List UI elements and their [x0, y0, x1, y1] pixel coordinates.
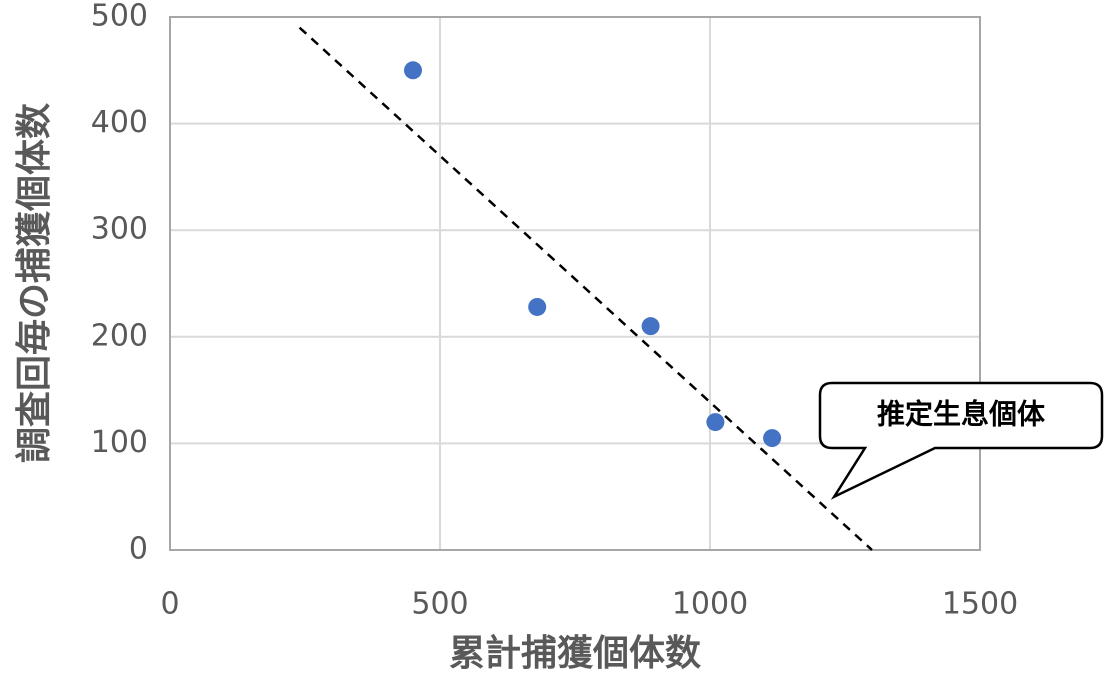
- y-tick-label: 300: [91, 212, 148, 247]
- x-tick-label: 1000: [672, 587, 748, 622]
- y-tick-label: 500: [91, 0, 148, 34]
- trend-line: [298, 26, 873, 551]
- x-tick-label: 1500: [942, 587, 1018, 622]
- y-axis-label: 調査回毎の捕獲個体数: [14, 103, 55, 463]
- x-axis-label: 累計捕獲個体数: [449, 633, 701, 674]
- y-tick-label: 400: [91, 105, 148, 140]
- x-tick-label: 500: [411, 587, 468, 622]
- x-tick-label: 0: [160, 587, 179, 622]
- y-tick-label: 100: [91, 425, 148, 460]
- point: [641, 317, 660, 336]
- point: [706, 413, 725, 432]
- plot-border: [169, 16, 981, 551]
- point: [763, 429, 782, 448]
- annotation: 推定生息個体: [877, 398, 1046, 431]
- callout-box: [818, 381, 1104, 500]
- point: [528, 297, 547, 316]
- y-tick-label: 200: [91, 318, 148, 353]
- point: [404, 61, 422, 80]
- y-tick-label: 0: [129, 532, 148, 567]
